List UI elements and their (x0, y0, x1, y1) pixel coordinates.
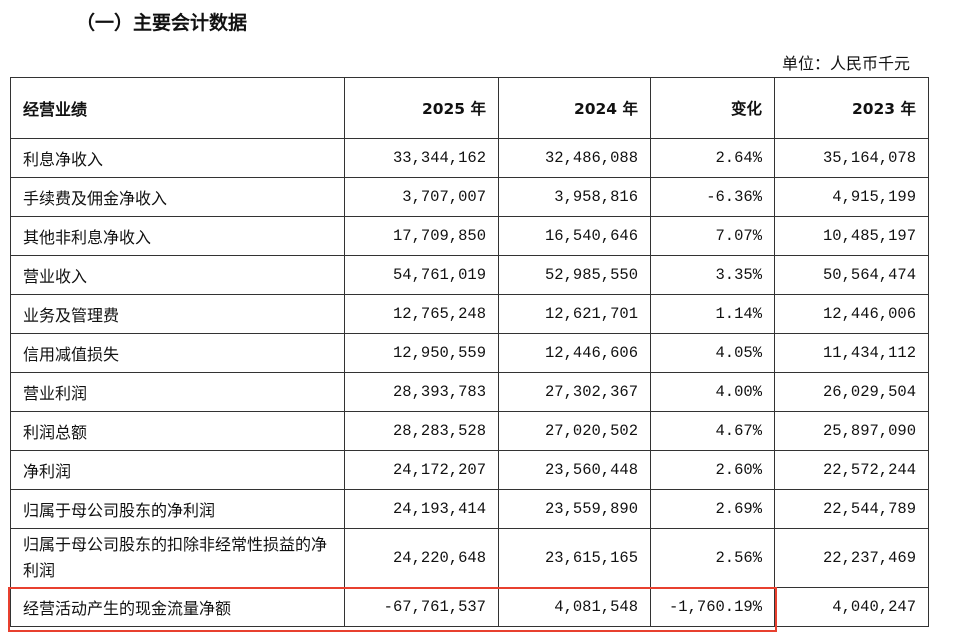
value-cell: 26,029,504 (774, 372, 929, 412)
value-cell: 27,302,367 (498, 372, 651, 412)
value-cell: 33,344,162 (344, 138, 499, 178)
row-label: 信用减值损失 (10, 333, 345, 373)
accounting-data-table: 经营业绩 2025 年 2024 年 变化 2023 年 利息净收入 33,344… (10, 77, 929, 627)
table-row: 营业收入 54,761,019 52,985,550 3.35% 50,564,474 (10, 255, 929, 295)
value-cell: 4.00% (650, 372, 775, 412)
table-row: 业务及管理费 12,765,248 12,621,701 1.14% 12,446,00… (10, 294, 929, 334)
row-label: 营业收入 (10, 255, 345, 295)
value-cell: 23,560,448 (498, 450, 651, 490)
value-cell: 10,485,197 (774, 216, 929, 256)
row-label: 手续费及佣金净收入 (10, 177, 345, 217)
unit-label: 单位：人民币千元 (781, 54, 910, 73)
value-cell: 4,081,548 (498, 587, 651, 627)
value-cell: 22,572,244 (774, 450, 929, 490)
header-cell: 2023 年 (774, 77, 929, 139)
value-cell: 16,540,646 (498, 216, 651, 256)
row-label: 利息净收入 (10, 138, 345, 178)
value-cell: 32,486,088 (498, 138, 651, 178)
header-row: 经营业绩 2025 年 2024 年 变化 2023 年 (10, 77, 929, 139)
value-cell: 3.35% (650, 255, 775, 295)
table-row: 营业利润 28,393,783 27,302,367 4.00% 26,029,504 (10, 372, 929, 412)
value-cell: -67,761,537 (344, 587, 499, 627)
row-label: 利润总额 (10, 411, 345, 451)
value-cell: 24,220,648 (344, 528, 499, 588)
value-cell: 27,020,502 (498, 411, 651, 451)
row-label: 其他非利息净收入 (10, 216, 345, 256)
row-label: 归属于母公司股东的净利润 (10, 489, 345, 529)
table-row: 手续费及佣金净收入 3,707,007 3,958,816 -6.36% 4,915,1… (10, 177, 929, 217)
value-cell: 22,544,789 (774, 489, 929, 529)
table-row: 利息净收入 33,344,162 32,486,088 2.64% 35,164,078 (10, 138, 929, 178)
value-cell: 28,283,528 (344, 411, 499, 451)
value-cell: 3,958,816 (498, 177, 651, 217)
value-cell: 11,434,112 (774, 333, 929, 373)
value-cell: 22,237,469 (774, 528, 929, 588)
value-cell: 2.69% (650, 489, 775, 529)
table-row: 归属于母公司股东的净利润 24,193,414 23,559,890 2.69% 22,… (10, 489, 929, 529)
value-cell: 3,707,007 (344, 177, 499, 217)
value-cell: 12,621,701 (498, 294, 651, 334)
value-cell: 25,897,090 (774, 411, 929, 451)
value-cell: 2.60% (650, 450, 775, 490)
value-cell: -6.36% (650, 177, 775, 217)
value-cell: 4,040,247 (774, 587, 929, 627)
table-row: 利润总额 28,283,528 27,020,502 4.67% 25,897,090 (10, 411, 929, 451)
value-cell: 12,765,248 (344, 294, 499, 334)
value-cell: 24,172,207 (344, 450, 499, 490)
value-cell: 52,985,550 (498, 255, 651, 295)
row-label: 经营活动产生的现金流量净额 (10, 587, 345, 627)
table-row: 归属于母公司股东的扣除非经常性损益的净利润 24,220,648 23,615,16… (10, 528, 929, 588)
value-cell: 12,446,006 (774, 294, 929, 334)
value-cell: 54,761,019 (344, 255, 499, 295)
value-cell: 23,559,890 (498, 489, 651, 529)
header-cell: 2024 年 (498, 77, 651, 139)
value-cell: -1,760.19% (650, 587, 775, 627)
table-row: 经营活动产生的现金流量净额 -67,761,537 4,081,548 -1,760.… (10, 587, 929, 627)
value-cell: 24,193,414 (344, 489, 499, 529)
value-cell: 2.56% (650, 528, 775, 588)
header-cell: 变化 (650, 77, 775, 139)
row-label: 归属于母公司股东的扣除非经常性损益的净利润 (10, 528, 345, 588)
value-cell: 35,164,078 (774, 138, 929, 178)
row-label: 营业利润 (10, 372, 345, 412)
value-cell: 28,393,783 (344, 372, 499, 412)
value-cell: 1.14% (650, 294, 775, 334)
row-label: 净利润 (10, 450, 345, 490)
table-row: 净利润 24,172,207 23,560,448 2.60% 22,572,244 (10, 450, 929, 490)
value-cell: 4.67% (650, 411, 775, 451)
value-cell: 17,709,850 (344, 216, 499, 256)
value-cell: 12,446,606 (498, 333, 651, 373)
value-cell: 23,615,165 (498, 528, 651, 588)
table-row: 信用减值损失 12,950,559 12,446,606 4.05% 11,434,11… (10, 333, 929, 373)
value-cell: 50,564,474 (774, 255, 929, 295)
header-cell: 2025 年 (344, 77, 499, 139)
row-label: 业务及管理费 (10, 294, 345, 334)
value-cell: 12,950,559 (344, 333, 499, 373)
table-row: 其他非利息净收入 17,709,850 16,540,646 7.07% 10,485,… (10, 216, 929, 256)
value-cell: 7.07% (650, 216, 775, 256)
value-cell: 4.05% (650, 333, 775, 373)
value-cell: 4,915,199 (774, 177, 929, 217)
value-cell: 2.64% (650, 138, 775, 178)
header-cell: 经营业绩 (10, 77, 345, 139)
section-title: （一）主要会计数据 (76, 12, 248, 34)
